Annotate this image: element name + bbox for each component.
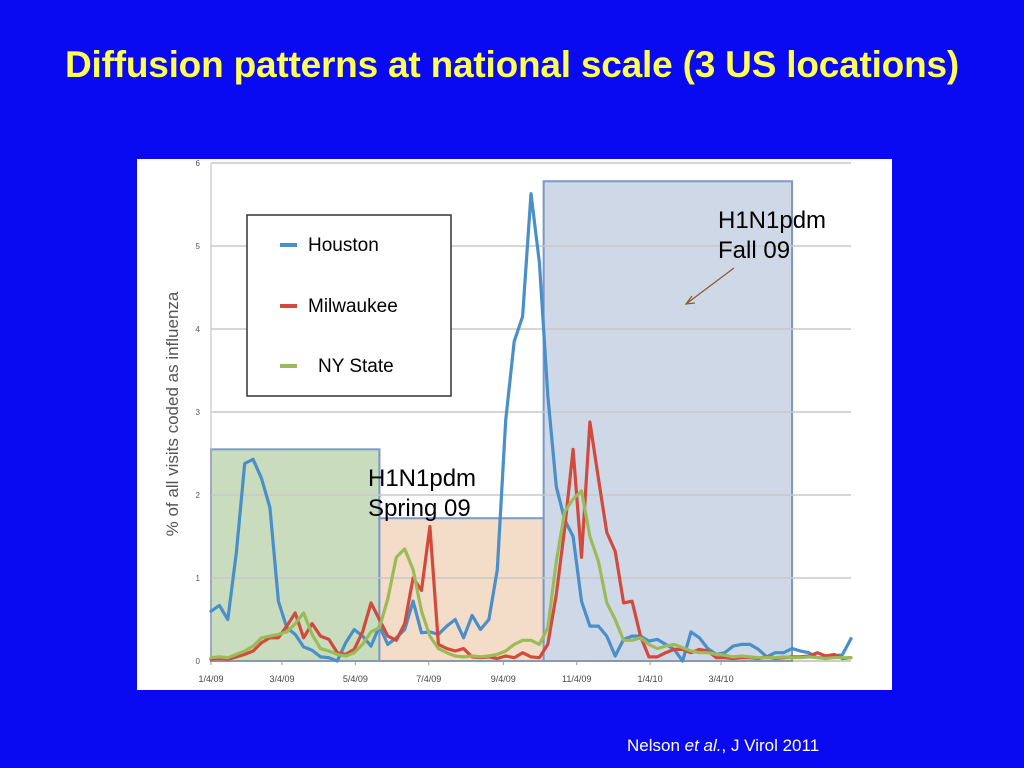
x-tick-label: 3/4/10: [709, 674, 734, 684]
callout-arrowhead: [684, 295, 696, 305]
x-tick-label: 5/4/09: [343, 674, 368, 684]
series-line-ny-state: [209, 489, 853, 661]
series-lines: [209, 192, 853, 663]
callout-arrow: [684, 267, 735, 305]
shaded-period-2: [378, 517, 545, 662]
axes: 0 1 2 3 4 5 6 1/4/09 3/4/09 5/4/09 7/4/09 9/4/09 11/…: [163, 159, 851, 684]
y-tick-label: 4: [196, 325, 201, 334]
shaded-periods: [210, 180, 794, 662]
shaded-period-3: [542, 180, 794, 662]
fall-annotation-line1: H1N1pdm: [718, 207, 827, 234]
citation-etal: et al.: [684, 736, 722, 755]
x-tick-label: 9/4/09: [491, 674, 516, 684]
spring-annotation-line1: H1N1pdm: [368, 465, 477, 492]
y-tick-label: 5: [196, 242, 201, 251]
citation-journal: , J Virol 2011: [721, 736, 820, 755]
x-tick-label: 7/4/09: [416, 674, 441, 684]
x-tick-label: 11/4/09: [562, 674, 591, 684]
x-tick-label: 1/4/10: [638, 674, 663, 684]
y-tick-label: 0: [196, 657, 201, 666]
x-tick-label: 1/4/09: [198, 674, 223, 684]
legend: Houston Milwaukee NY State: [246, 214, 452, 397]
influenza-line-chart: 0 1 2 3 4 5 6 1/4/09 3/4/09 5/4/09 7/4/09 9/4/09 11/…: [163, 159, 853, 684]
citation: Nelson et al., J Virol 2011: [627, 736, 819, 756]
legend-label-ny-state: NY State: [318, 356, 394, 377]
y-tick-label: 3: [196, 408, 201, 417]
fall-annotation-line2: Fall 09: [718, 237, 791, 264]
callout-arrow-line: [685, 267, 735, 305]
chart-panel: 0 1 2 3 4 5 6 1/4/09 3/4/09 5/4/09 7/4/09 9/4/09 11/…: [137, 159, 892, 690]
y-tick-label: 6: [196, 159, 201, 168]
spring-09-annotation: H1N1pdm Spring 09: [368, 464, 476, 524]
legend-label-milwaukee: Milwaukee: [308, 296, 398, 317]
slide-title: Diffusion patterns at national scale (3 …: [64, 44, 959, 85]
series-line-houston: [209, 192, 853, 663]
x-tick-label: 3/4/09: [269, 674, 294, 684]
legend-label-houston: Houston: [308, 235, 379, 256]
spring-annotation-line2: Spring 09: [368, 495, 471, 522]
y-axis-label: % of all visits coded as influenza: [163, 291, 182, 536]
y-tick-label: 2: [196, 491, 201, 500]
citation-author: Nelson: [627, 736, 685, 755]
y-tick-label: 1: [196, 574, 201, 583]
fall-09-annotation: H1N1pdm Fall 09: [718, 206, 826, 266]
